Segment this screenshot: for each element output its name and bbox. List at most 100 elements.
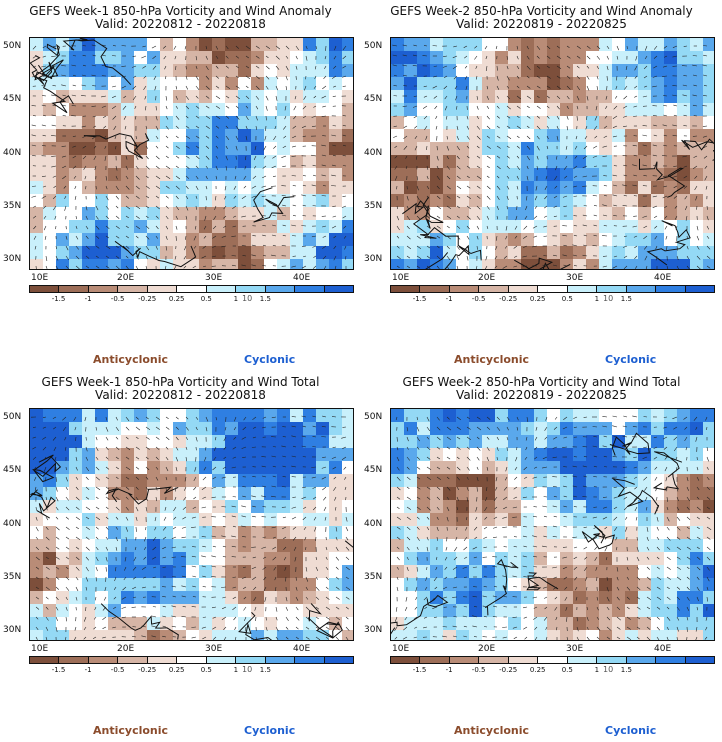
lat-label: 30N [364, 625, 383, 635]
colorbar-tick-label: -0.5 [471, 295, 486, 303]
vorticity-map [29, 408, 354, 641]
lat-label: 30N [3, 625, 22, 635]
colorbar-tick-label: 0.5 [561, 666, 573, 674]
vorticity-map [29, 37, 354, 270]
colorbar-tick-label: 1 [594, 295, 600, 303]
colorbar-unit: 10 [603, 294, 614, 303]
colorbar-tick-label: 1.5 [259, 295, 271, 303]
colorbar-swatch [656, 286, 686, 292]
colorbar-swatch [30, 286, 60, 292]
colorbar-swatch [118, 657, 148, 663]
colorbar-tick-label: 0.5 [561, 295, 573, 303]
lon-label: 10E [31, 273, 49, 283]
lon-label: 30E [205, 273, 223, 283]
colorbar-swatch [508, 657, 539, 663]
colorbar-swatch [538, 657, 568, 663]
colorbar-swatch [449, 286, 480, 292]
colorbar-swatch [177, 657, 207, 663]
colorbar-swatch [236, 286, 266, 292]
colorbar-swatch [479, 286, 509, 292]
lat-label: 50N [364, 41, 383, 51]
panel-title: GEFS Week-1 850-hPa Vorticity and Wind A… [29, 4, 332, 18]
lat-label: 50N [3, 41, 22, 51]
colorbar-swatch [236, 657, 266, 663]
colorbar-tick-label: 1 [233, 295, 239, 303]
lon-label: 10E [392, 273, 410, 283]
colorbar-swatch [508, 286, 539, 292]
lon-label: 30E [205, 644, 223, 654]
panel-title: GEFS Week-2 850-hPa Vorticity and Wind A… [390, 4, 693, 18]
colorbar-swatch [597, 286, 627, 292]
colorbar-swatch [206, 286, 237, 292]
lat-label: 35N [3, 201, 22, 211]
colorbar-tick-label: -1.5 [412, 295, 427, 303]
lon-label: 10E [31, 644, 49, 654]
colorbar-swatch [567, 657, 598, 663]
panel-valid-date: Valid: 20220819 - 20220825 [456, 388, 627, 402]
colorbar-swatch [391, 657, 421, 663]
panel-valid-date: Valid: 20220812 - 20220818 [95, 17, 266, 31]
lat-label: 50N [364, 412, 383, 422]
colorbar-swatch [391, 286, 421, 292]
vorticity-map [390, 37, 715, 270]
map-panel-total-week2: GEFS Week-2 850-hPa Vorticity and Wind T… [361, 371, 722, 742]
colorbar-swatch [685, 657, 714, 663]
colorbar-tick-label: -1 [84, 295, 92, 303]
colorbar-tick-label: -1 [445, 295, 453, 303]
lat-label: 45N [3, 94, 22, 104]
lon-label: 30E [566, 273, 584, 283]
colorbar-tick-label: -0.25 [138, 295, 157, 303]
colorbar-swatch [420, 286, 450, 292]
colorbar-tick-label: 0.5 [200, 295, 212, 303]
colorbar [390, 656, 715, 664]
colorbar-tick-label: -1 [84, 666, 92, 674]
colorbar-swatch [265, 286, 296, 292]
panel-title: GEFS Week-2 850-hPa Vorticity and Wind T… [402, 375, 681, 389]
colorbar-swatch [147, 657, 178, 663]
lat-label: 35N [364, 201, 383, 211]
cyclonic-label: Cyclonic [244, 724, 296, 737]
colorbar-swatch [88, 286, 119, 292]
colorbar [390, 285, 715, 293]
lat-label: 50N [3, 412, 22, 422]
lat-label: 40N [364, 148, 383, 158]
colorbar-swatch [147, 286, 178, 292]
lat-label: 30N [364, 254, 383, 264]
colorbar-tick-label: -0.5 [471, 666, 486, 674]
colorbar-tick-label: 0.25 [529, 295, 546, 303]
colorbar-swatch [597, 657, 627, 663]
colorbar-swatch [59, 286, 89, 292]
colorbar-unit: 10 [242, 665, 253, 674]
colorbar-unit: 10 [603, 665, 614, 674]
colorbar-swatch [324, 286, 353, 292]
lat-label: 30N [3, 254, 22, 264]
colorbar-tick-label: -0.25 [138, 666, 157, 674]
lon-label: 40E [654, 273, 672, 283]
colorbar-swatch [685, 286, 714, 292]
colorbar-swatch [265, 657, 296, 663]
cyclonic-label: Cyclonic [244, 353, 296, 366]
lat-label: 35N [3, 572, 22, 582]
colorbar-tick-label: 0.25 [168, 666, 185, 674]
lon-label: 40E [293, 273, 311, 283]
colorbar-swatch [59, 657, 89, 663]
colorbar-tick-label: 1.5 [259, 666, 271, 674]
colorbar-swatch [626, 286, 657, 292]
anticyclonic-label: Anticyclonic [93, 353, 169, 366]
colorbar-tick-label: -0.5 [110, 295, 125, 303]
panel-title: GEFS Week-1 850-hPa Vorticity and Wind T… [41, 375, 320, 389]
anticyclonic-label: Anticyclonic [454, 724, 530, 737]
lat-label: 35N [364, 572, 383, 582]
colorbar-tick-label: -0.25 [499, 295, 518, 303]
lat-label: 45N [364, 94, 383, 104]
colorbar-tick-label: -1 [445, 666, 453, 674]
panel-valid-date: Valid: 20220812 - 20220818 [95, 388, 266, 402]
colorbar-swatch [420, 657, 450, 663]
lon-label: 40E [654, 644, 672, 654]
colorbar-swatch [88, 657, 119, 663]
colorbar-tick-label: -0.25 [499, 666, 518, 674]
colorbar-swatch [324, 657, 353, 663]
anticyclonic-label: Anticyclonic [454, 353, 530, 366]
colorbar-swatch [295, 286, 325, 292]
colorbar-tick-label: 0.25 [168, 295, 185, 303]
